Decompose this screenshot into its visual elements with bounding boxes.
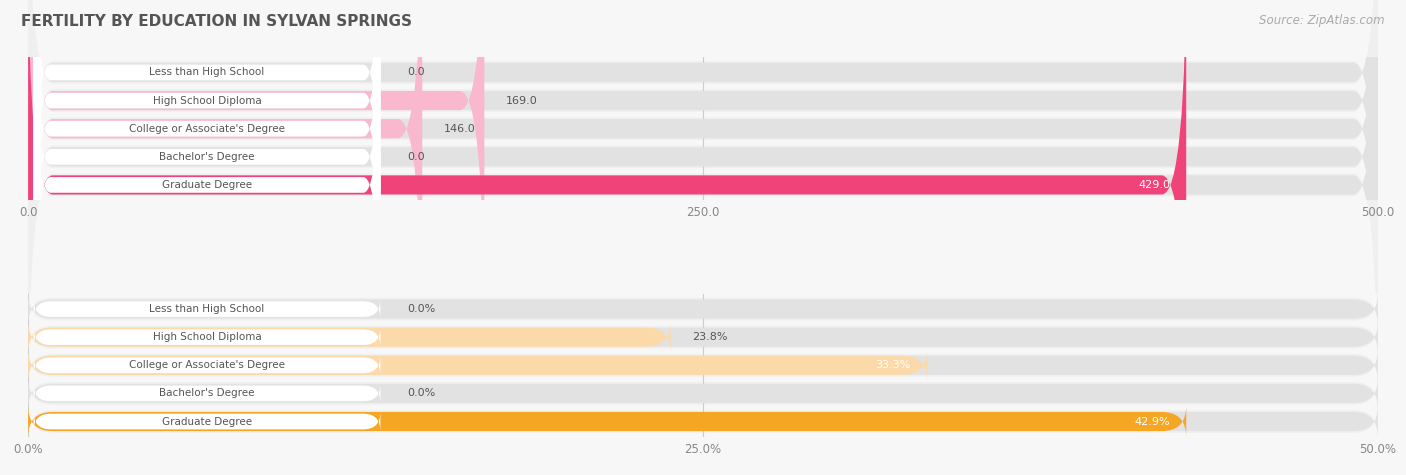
Text: College or Associate's Degree: College or Associate's Degree: [129, 124, 285, 133]
Text: High School Diploma: High School Diploma: [153, 332, 262, 342]
Text: 0.0%: 0.0%: [408, 304, 436, 314]
FancyBboxPatch shape: [28, 0, 1378, 342]
FancyBboxPatch shape: [34, 0, 381, 298]
FancyBboxPatch shape: [34, 355, 381, 375]
FancyBboxPatch shape: [34, 16, 381, 354]
FancyBboxPatch shape: [28, 323, 1378, 351]
Text: Less than High School: Less than High School: [149, 67, 264, 77]
Text: Less than High School: Less than High School: [149, 304, 264, 314]
FancyBboxPatch shape: [34, 299, 381, 319]
Text: High School Diploma: High School Diploma: [153, 95, 262, 105]
FancyBboxPatch shape: [28, 0, 1378, 399]
Text: College or Associate's Degree: College or Associate's Degree: [129, 361, 285, 370]
FancyBboxPatch shape: [34, 0, 381, 242]
FancyBboxPatch shape: [28, 0, 1378, 427]
FancyBboxPatch shape: [28, 406, 1378, 437]
Text: 0.0: 0.0: [408, 67, 425, 77]
FancyBboxPatch shape: [28, 0, 1378, 372]
FancyBboxPatch shape: [34, 327, 381, 347]
FancyBboxPatch shape: [28, 0, 422, 372]
FancyBboxPatch shape: [34, 412, 381, 431]
Text: Bachelor's Degree: Bachelor's Degree: [159, 389, 254, 399]
FancyBboxPatch shape: [28, 0, 484, 344]
Text: 0.0: 0.0: [408, 152, 425, 162]
FancyBboxPatch shape: [28, 0, 1378, 428]
FancyBboxPatch shape: [28, 351, 1378, 380]
Text: Source: ZipAtlas.com: Source: ZipAtlas.com: [1260, 14, 1385, 27]
Text: 23.8%: 23.8%: [692, 332, 728, 342]
FancyBboxPatch shape: [28, 322, 671, 353]
Text: FERTILITY BY EDUCATION IN SYLVAN SPRINGS: FERTILITY BY EDUCATION IN SYLVAN SPRINGS: [21, 14, 412, 29]
Text: 169.0: 169.0: [506, 95, 537, 105]
FancyBboxPatch shape: [28, 406, 1187, 437]
FancyBboxPatch shape: [28, 0, 1378, 314]
FancyBboxPatch shape: [28, 295, 1378, 323]
FancyBboxPatch shape: [28, 0, 1378, 316]
FancyBboxPatch shape: [28, 0, 1378, 344]
FancyBboxPatch shape: [28, 322, 1378, 353]
FancyBboxPatch shape: [28, 408, 1378, 436]
FancyBboxPatch shape: [28, 380, 1378, 408]
Text: 0.0%: 0.0%: [408, 389, 436, 399]
FancyBboxPatch shape: [28, 0, 1187, 428]
Text: 429.0: 429.0: [1137, 180, 1170, 190]
FancyBboxPatch shape: [28, 350, 1378, 381]
Text: Graduate Degree: Graduate Degree: [162, 180, 252, 190]
FancyBboxPatch shape: [28, 0, 1378, 370]
FancyBboxPatch shape: [34, 383, 381, 403]
FancyBboxPatch shape: [28, 0, 1378, 400]
Text: 42.9%: 42.9%: [1135, 417, 1170, 427]
FancyBboxPatch shape: [28, 294, 1378, 325]
Text: Bachelor's Degree: Bachelor's Degree: [159, 152, 254, 162]
Text: 146.0: 146.0: [444, 124, 475, 133]
FancyBboxPatch shape: [34, 0, 381, 270]
Text: 33.3%: 33.3%: [876, 361, 911, 370]
FancyBboxPatch shape: [34, 0, 381, 326]
FancyBboxPatch shape: [28, 378, 1378, 409]
FancyBboxPatch shape: [28, 350, 927, 381]
Text: Graduate Degree: Graduate Degree: [162, 417, 252, 427]
